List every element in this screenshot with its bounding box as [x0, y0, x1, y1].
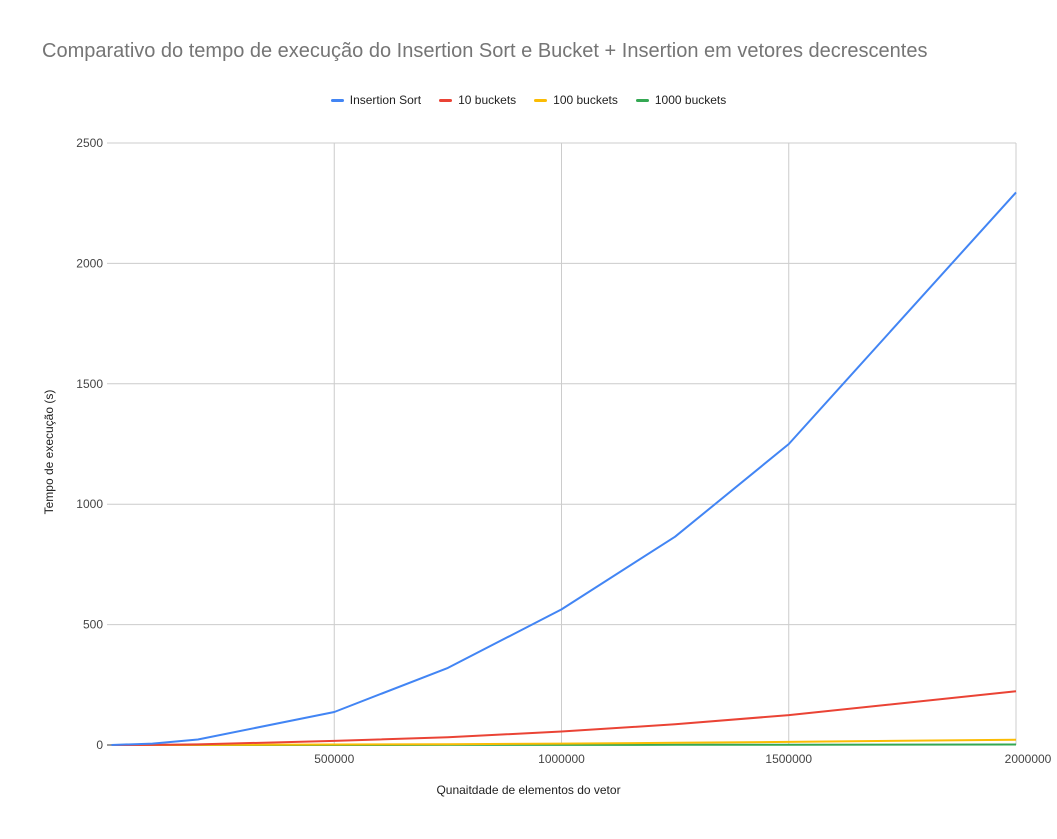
y-tick-label: 1000 [76, 497, 103, 511]
x-tick-label: 500000 [314, 752, 354, 766]
y-tick-label: 2500 [76, 136, 103, 150]
x-axis-label: Qunaitdade de elementos do vetor [436, 783, 621, 797]
legend-swatch [330, 98, 344, 102]
y-tick-label: 2000 [76, 256, 103, 270]
y-tick-label: 500 [83, 618, 103, 632]
y-tick-label: 0 [96, 738, 103, 752]
legend-label: 1000 buckets [654, 93, 727, 107]
legend-label: 10 buckets [458, 93, 517, 107]
x-tick-label: 1000000 [538, 752, 585, 766]
series-line-10-buckets [111, 690, 1017, 746]
x-tick-labels: 500000 1000000 1500000 2000000 [314, 752, 1051, 766]
series-line-insertion-sort [111, 191, 1017, 746]
x-tick-label: 1500000 [765, 752, 812, 766]
y-axis-label: Tempo de execução (s) [42, 389, 56, 515]
legend-item: 100 buckets [534, 93, 618, 107]
legend-swatch [534, 98, 548, 102]
legend-swatch [439, 98, 453, 102]
legend-item: 10 buckets [439, 93, 516, 107]
legend-item: Insertion Sort [330, 93, 422, 107]
chart-title: Comparativo do tempo de execução do Inse… [42, 40, 928, 62]
y-tick-labels: 0 500 1000 1500 2000 2500 [76, 136, 103, 752]
legend-label: Insertion Sort [349, 93, 422, 107]
x-tick-label: 2000000 [1005, 752, 1052, 766]
gridlines [107, 142, 1017, 746]
legend-label: 100 buckets [553, 93, 618, 107]
legend-item: 1000 buckets [635, 93, 727, 107]
series-lines [111, 191, 1017, 746]
legend-swatch [635, 98, 649, 102]
legend: Insertion Sort 10 buckets 100 buckets 1000 … [0, 93, 1057, 107]
y-tick-label: 1500 [76, 377, 103, 391]
